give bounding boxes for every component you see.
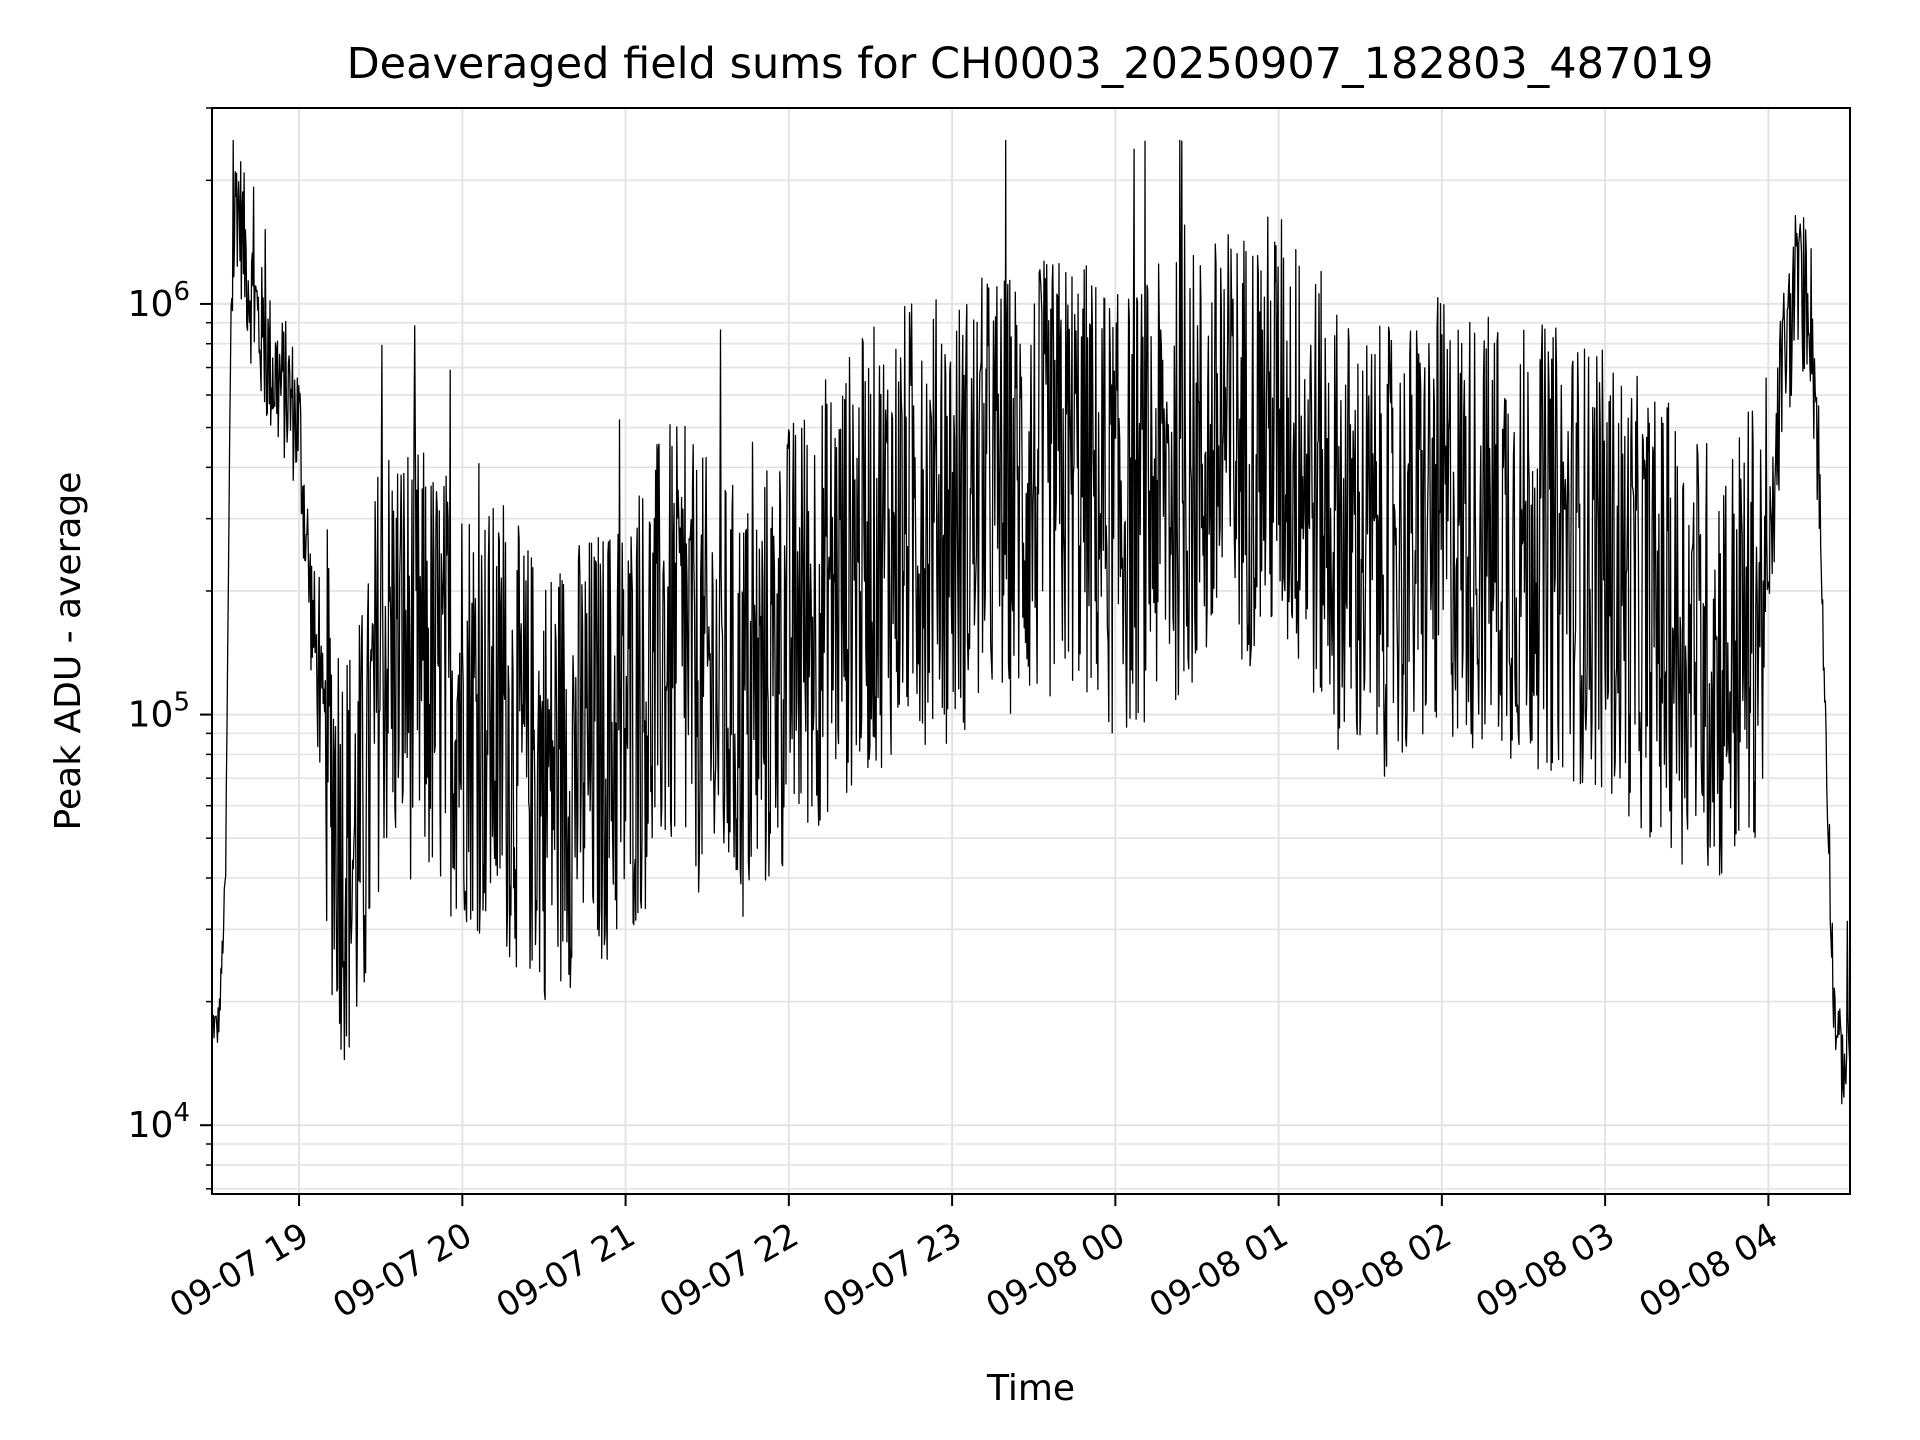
x-tick-label: 09-08 01 bbox=[1143, 1215, 1295, 1326]
y-axis: 104 105 106 bbox=[128, 107, 212, 1190]
x-tick-label: 09-07 19 bbox=[163, 1215, 315, 1326]
x-axis: 09-07 19 09-07 20 09-07 21 09-07 22 09-07 23… bbox=[163, 1194, 1785, 1326]
x-tick-label: 09-08 00 bbox=[979, 1215, 1131, 1326]
plot-frame bbox=[211, 107, 1851, 1195]
y-tick-label: 106 bbox=[128, 277, 190, 325]
x-tick-label: 09-07 21 bbox=[490, 1215, 642, 1326]
y-tick-label: 105 bbox=[128, 688, 190, 736]
x-tick-label: 09-07 20 bbox=[326, 1215, 478, 1326]
x-tick-label: 09-08 03 bbox=[1469, 1215, 1621, 1326]
x-axis-label: Time bbox=[986, 1368, 1075, 1409]
y-tick-label: 104 bbox=[128, 1098, 190, 1146]
series-line bbox=[211, 139, 1851, 1105]
series-group bbox=[211, 139, 1851, 1105]
chart-title: Deaveraged field sums for CH0003_2025090… bbox=[347, 39, 1714, 89]
x-tick-label: 09-08 02 bbox=[1306, 1215, 1458, 1326]
x-tick-label: 09-07 23 bbox=[816, 1215, 968, 1326]
x-tick-label: 09-08 04 bbox=[1632, 1215, 1784, 1326]
y-axis-label: Peak ADU - average bbox=[48, 472, 89, 831]
x-tick-label: 09-07 22 bbox=[653, 1215, 805, 1326]
